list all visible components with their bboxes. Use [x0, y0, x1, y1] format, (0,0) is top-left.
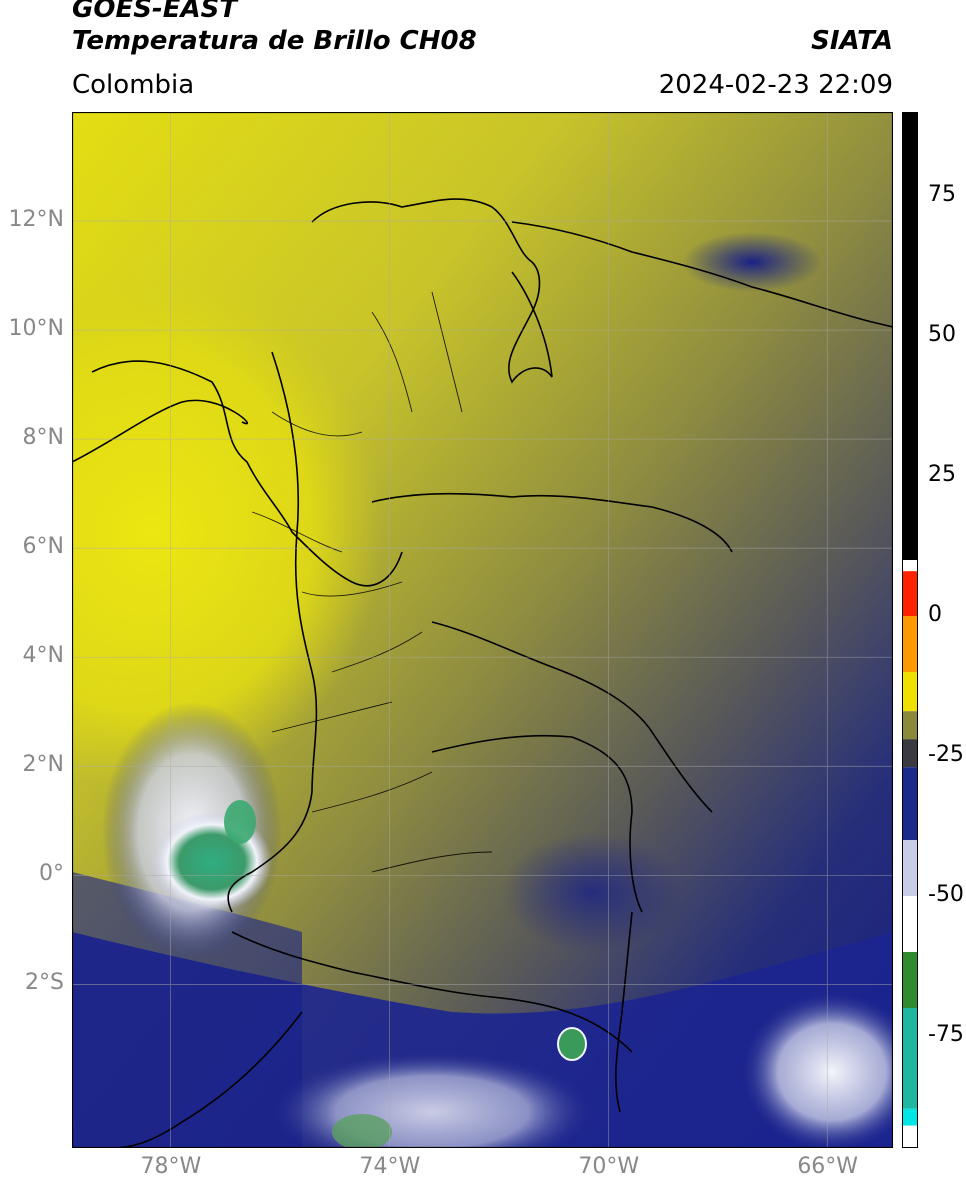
product-title: Temperatura de Brillo CH08	[72, 26, 477, 56]
amazon-cold-core	[557, 1027, 587, 1061]
southeast-cold-cloud	[742, 992, 893, 1148]
colorbar-segment	[902, 571, 918, 616]
lat-tick-label: 6°N	[22, 534, 64, 560]
colorbar-segment	[902, 896, 918, 952]
caribbean-cold-patch	[682, 232, 822, 292]
south-cold-core	[332, 1114, 392, 1148]
lat-tick-label: 10°N	[8, 316, 64, 342]
colorbar-tick-label: -75	[928, 1022, 964, 1047]
lat-tick-label: 4°N	[22, 643, 64, 669]
lon-tick-label: 74°W	[359, 1154, 421, 1179]
lat-tick-label: 2°S	[25, 970, 64, 996]
colorbar-segment	[902, 672, 918, 712]
satellite-title: GOES-EAST	[72, 0, 238, 24]
colorbar-tick-label: 0	[928, 602, 942, 627]
satellite-map[interactable]	[72, 112, 893, 1148]
organization-label: SIATA	[811, 26, 893, 56]
coastline-borders	[72, 198, 893, 1148]
pacific-storm-secondary-core	[224, 800, 256, 844]
colorbar-tick-label: -50	[928, 882, 964, 907]
map-frame	[72, 112, 893, 1148]
colorbar-segment	[902, 767, 918, 840]
colorbar-segment	[902, 1108, 918, 1126]
colorbar-segment	[902, 1125, 918, 1148]
department-borders	[251, 291, 493, 873]
colorbar-segment	[902, 840, 918, 896]
colorbar	[902, 112, 918, 1148]
colorbar-tick-label: 25	[928, 462, 956, 487]
colorbar-segment	[902, 560, 918, 572]
lon-tick-label: 66°W	[797, 1154, 859, 1179]
lon-tick-label: 70°W	[578, 1154, 640, 1179]
lat-tick-label: 8°N	[22, 425, 64, 451]
colorbar-tick-label: -25	[928, 742, 964, 767]
lat-tick-label: 12°N	[8, 207, 64, 233]
colorbar-segment	[902, 952, 918, 1008]
colorbar-segment	[902, 1008, 918, 1109]
timestamp-label: 2024-02-23 22:09	[658, 70, 893, 100]
lat-tick-label: 2°N	[22, 752, 64, 778]
warm-dry-region	[72, 272, 382, 792]
lon-tick-label: 78°W	[140, 1154, 202, 1179]
colorbar-tick-label: 75	[928, 182, 956, 207]
lat-tick-label: 0°	[39, 861, 64, 887]
amazon-convection	[502, 832, 682, 952]
graticule	[72, 112, 893, 1148]
colorbar-tick-label: 50	[928, 322, 956, 347]
southwest-cold-band	[72, 872, 302, 1148]
colorbar-segment	[902, 616, 918, 672]
colorbar-segment	[902, 112, 918, 560]
colorbar-segment	[902, 739, 918, 768]
region-label: Colombia	[72, 70, 195, 100]
colorbar-segment	[902, 711, 918, 740]
